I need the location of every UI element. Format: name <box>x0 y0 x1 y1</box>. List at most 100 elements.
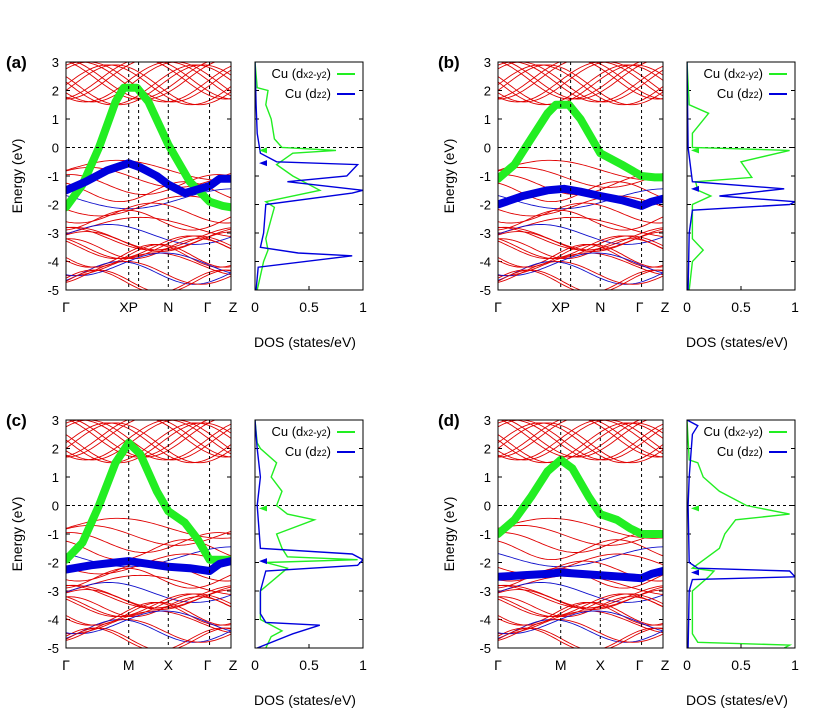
y-tick-label: -4 <box>479 255 491 270</box>
thin-band-line <box>66 420 231 461</box>
thin-band-line <box>498 517 663 539</box>
legend-text-part: x <box>303 428 308 439</box>
y-tick-label: 3 <box>52 413 59 428</box>
y-tick-label: -3 <box>479 584 491 599</box>
dos-curve-dz2 <box>255 62 363 290</box>
dos-x-axis-label: DOS (states/eV) <box>686 334 788 350</box>
thin-band-line <box>66 243 231 268</box>
band-frame <box>65 419 232 649</box>
thin-band-line <box>66 252 231 277</box>
thin-band-line <box>499 62 641 100</box>
dos-x-tick-label: 0 <box>251 657 259 673</box>
k-point-label: Γ <box>62 299 70 315</box>
thin-band-line <box>67 420 209 458</box>
thin-band-line <box>66 62 231 100</box>
thin-band-line <box>66 610 231 635</box>
y-tick-label: 0 <box>52 141 59 156</box>
thin-band-line <box>66 582 231 603</box>
k-point-label: XP <box>551 299 570 315</box>
thin-band-line <box>66 567 231 589</box>
y-tick-label: -3 <box>47 226 59 241</box>
y-tick-label: -2 <box>47 556 59 571</box>
dos-arrow-dx2y2 <box>691 147 699 154</box>
thin-band-line <box>66 261 231 285</box>
thin-band-line <box>498 539 663 561</box>
thin-band-line <box>66 619 231 643</box>
dos-x-tick-label: 1 <box>359 299 367 315</box>
legend-text-part: 2 <box>740 70 745 80</box>
legend-text-part: Cu (d <box>285 86 317 101</box>
thin-band-line <box>66 62 231 103</box>
dos-x-tick-label: 0.5 <box>731 657 751 673</box>
legend-text-part: 2 <box>754 90 759 100</box>
y-tick-label: 2 <box>484 442 491 457</box>
legend-text-part: 2 <box>754 428 759 438</box>
legend-text-part: Cu (d <box>285 444 317 459</box>
y-axis-label: Energy (eV) <box>9 497 25 572</box>
y-tick-label: 0 <box>484 141 491 156</box>
legend-text-part: ) <box>327 66 331 81</box>
y-tick-label: -5 <box>47 641 59 656</box>
thin-band-line <box>498 261 663 285</box>
legend-text-part: Cu (d <box>271 66 303 81</box>
y-tick-label: -1 <box>47 527 59 542</box>
legend-text-part: x <box>735 428 740 439</box>
y-tick-label: -4 <box>47 613 59 628</box>
dos-x-axis-label: DOS (states/eV) <box>254 692 356 708</box>
legend-label-dz2: Cu (dz2) <box>717 444 763 459</box>
legend-text-part: 2 <box>740 428 745 438</box>
thin-band-line <box>498 62 663 103</box>
k-point-label: X <box>164 657 174 673</box>
thin-band-line <box>498 420 663 461</box>
legend-text-part: ) <box>759 86 763 101</box>
y-axis-label: Energy (eV) <box>441 497 457 572</box>
thin-band-line <box>66 532 231 553</box>
thin-band-line <box>66 593 231 618</box>
legend-text-part: 2 <box>754 448 759 458</box>
dos-x-tick-label: 0.5 <box>299 657 319 673</box>
dos-arrow-dx2y2 <box>259 147 267 154</box>
thin-band-line <box>498 62 663 103</box>
k-point-label: Γ <box>62 657 70 673</box>
thin-band-line <box>498 422 663 464</box>
y-tick-label: 0 <box>52 499 59 514</box>
thin-band-line <box>498 422 663 464</box>
legend-label-dx2y2: Cu (dx2-y2) <box>271 66 331 81</box>
thin-band-line <box>66 420 231 461</box>
y-tick-label: -2 <box>479 556 491 571</box>
band-plot <box>66 420 231 648</box>
thin-band-line <box>498 619 663 643</box>
dos-arrow-dx2y2 <box>691 505 699 512</box>
thin-band-line <box>66 224 231 245</box>
legend-text-part: 2 <box>308 70 313 80</box>
legend-text-part: 2 <box>322 70 327 80</box>
y-tick-label: -4 <box>479 613 491 628</box>
y-tick-label: -1 <box>479 527 491 542</box>
thin-band-line <box>66 420 231 458</box>
legend-text-part: ) <box>759 66 763 81</box>
thin-band-line <box>498 627 663 648</box>
fat-band-dx2y2 <box>498 455 663 538</box>
band-frame <box>497 419 664 649</box>
thin-band-line <box>498 252 663 277</box>
k-point-label: Z <box>661 657 670 673</box>
thin-band-line <box>498 243 663 268</box>
y-tick-label: 3 <box>484 55 491 70</box>
thin-band-line <box>498 420 663 458</box>
thin-band-line <box>498 582 663 603</box>
thin-band-line <box>498 601 663 626</box>
thin-band-line <box>498 610 663 635</box>
thin-band-line <box>498 64 663 106</box>
thin-band-line <box>66 226 231 251</box>
fat-band-dz2 <box>498 184 663 210</box>
dos-arrow-dx2y2 <box>259 505 267 512</box>
fat-band-dx2y2 <box>498 100 663 183</box>
thin-band-line <box>66 62 231 103</box>
thin-band-line <box>498 269 663 290</box>
legend-text-part: Cu (d <box>717 86 749 101</box>
thin-band-line <box>498 420 663 461</box>
legend-text-part: Cu (d <box>703 424 735 439</box>
legend-text-part: z <box>749 448 754 459</box>
